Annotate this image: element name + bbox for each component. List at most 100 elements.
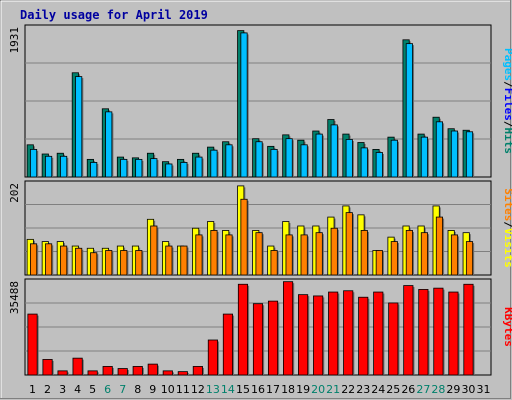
bar-sites-day-16 [255,232,263,276]
bar-files-day-13 [210,149,218,178]
bar-kbytes-day-23 [358,296,369,376]
bar-files-day-14 [225,144,233,178]
bar-kbytes-day-15 [237,283,249,376]
x-tick-label: 8 [134,383,141,396]
x-tick-label: 5 [89,383,96,396]
legend-entry: Pages [502,48,512,81]
x-tick-label: 13 [206,383,220,396]
bar-files-day-24 [375,152,383,178]
panel-legend: Pages/Files/Hits [502,48,512,154]
bar-sites-day-4 [75,247,83,276]
bar-sites-day-14 [225,234,233,276]
x-tick-label: 1 [29,383,36,396]
bar-sites-day-3 [60,245,68,276]
bar-sites-day-6 [105,250,113,276]
bar-sites-day-27 [420,232,428,276]
x-tick-label: 20 [311,383,325,396]
bar-kbytes-day-1 [27,313,38,376]
legend-entry: / [502,81,512,88]
bar-kbytes-day-25 [388,302,399,376]
bar-kbytes-day-13 [207,339,218,376]
bar-files-day-22 [345,139,353,178]
bar-kbytes-day-19 [298,294,309,376]
bar-sites-day-11 [180,245,188,276]
legend-entry: KBytes [502,307,512,347]
bar-kbytes-day-28 [433,287,444,376]
bar-kbytes-day-20 [313,295,324,376]
x-tick-label: 28 [431,383,445,396]
bar-sites-day-5 [90,252,98,276]
x-tick-labels: 1 2 3 4 5 6 7 8 9 10 11 12 13 14 15 16 17 18 19 20 21 22 23 24 2… [29,383,490,396]
x-tick-label: 2 [44,383,51,396]
bar-kbytes-day-22 [343,290,354,376]
bar-kbytes-day-29 [448,291,459,376]
x-tick-label: 18 [281,383,295,396]
bar-kbytes-day-4 [72,357,83,376]
bar-sites-day-9 [150,225,158,276]
bar-files-day-26 [405,43,413,178]
bar-kbytes-day-7 [117,368,128,376]
bar-kbytes-day-26 [403,285,414,376]
x-tick-label: 15 [236,383,250,396]
x-tick-label: 7 [119,383,126,396]
bar-kbytes-day-3 [57,370,68,376]
bar-kbytes-day-24 [373,291,384,376]
bar-files-day-21 [330,124,338,178]
bar-files-day-5 [90,162,98,178]
bar-kbytes-day-5 [87,370,98,376]
bar-sites-day-13 [210,230,218,276]
bar-sites-day-8 [135,250,143,276]
bar-sites-day-17 [270,250,278,276]
panel-legend: KBytes [502,307,512,347]
bar-files-day-28 [435,121,443,178]
bar-sites-day-22 [345,212,353,276]
legend-entry: Hits [502,128,512,155]
bar-kbytes-day-18 [283,281,294,376]
bar-files-day-2 [45,155,53,178]
bar-kbytes-day-14 [222,313,233,376]
bar-kbytes-day-30 [463,283,474,376]
bar-sites-day-7 [120,250,128,276]
bar-sites-day-12 [195,234,203,276]
bar-sites-day-19 [300,234,308,276]
bar-files-day-27 [420,136,428,178]
chart-title: Daily usage for April 2019 [20,8,208,22]
x-tick-label: 14 [221,383,235,396]
bar-kbytes-day-11 [177,371,188,376]
bar-sites-day-2 [45,243,53,276]
bar-files-day-11 [180,162,188,178]
x-tick-label: 4 [74,383,81,396]
bar-sites-day-28 [435,216,443,276]
x-tick-label: 30 [461,383,475,396]
bar-files-day-9 [150,158,158,178]
x-tick-label: 3 [59,383,66,396]
bar-sites-day-21 [330,227,338,276]
bar-kbytes-day-8 [132,366,143,376]
legend-entry: / [502,121,512,128]
x-tick-label: 24 [371,383,385,396]
x-tick-label: 25 [386,383,400,396]
x-tick-label: 22 [341,383,355,396]
legend-entry: Files [502,88,512,121]
x-tick-label: 21 [326,383,340,396]
bar-files-day-6 [105,111,113,178]
bar-files-day-20 [315,133,323,178]
bar-files-day-16 [255,141,263,178]
bar-sites-day-26 [405,230,413,276]
bar-sites-day-29 [450,234,459,276]
bar-files-day-3 [60,155,68,178]
bar-files-day-25 [390,139,398,178]
panel-sites-visits: 202 Sites/Visits [8,180,512,276]
x-tick-label: 17 [266,383,280,396]
x-tick-label: 27 [416,383,430,396]
bar-files-day-15 [240,32,248,178]
bar-files-day-30 [465,131,474,178]
chart-panels: 1931Pages/Files/Hits202Sites/Visits35488… [8,24,512,376]
legend-entry: Sites [502,188,512,221]
y-max-label: 1931 [8,27,21,54]
bar-files-day-17 [270,149,278,178]
bar-files-day-7 [120,158,128,178]
panel-kbytes: 35488 KBytes [8,278,512,376]
